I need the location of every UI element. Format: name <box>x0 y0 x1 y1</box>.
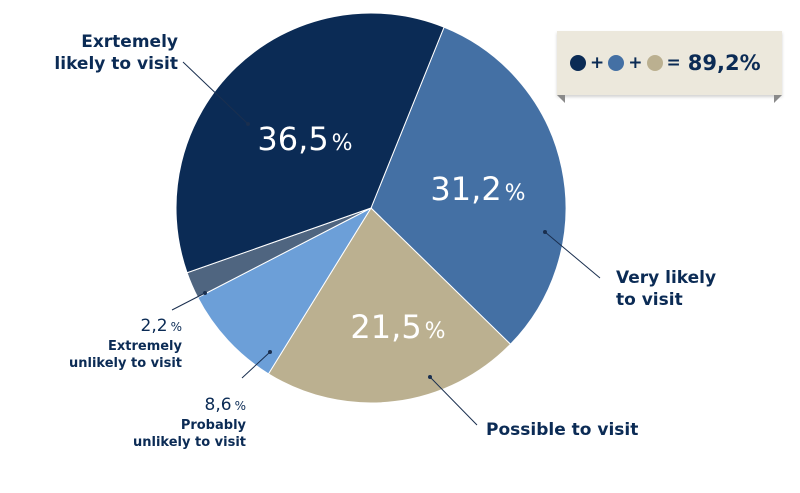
legend-plus-2: + <box>628 53 643 73</box>
leader-possible <box>429 376 478 426</box>
label-extremely-likely: Exrtemely likely to visit <box>54 32 178 74</box>
leader-probably-unlikely <box>241 351 271 379</box>
leader-probably-unlikely-dot <box>268 350 272 354</box>
leader-very-likely-dot <box>543 230 547 234</box>
leader-extremely-unlikely <box>171 292 206 311</box>
slice-extremely-likely <box>175 12 445 274</box>
legend-equals: = <box>666 53 681 73</box>
label-possible-value: 21,5% <box>350 308 445 346</box>
leader-extremely-likely <box>182 61 249 125</box>
slice-possible <box>267 207 512 404</box>
legend-plus-1: + <box>590 53 605 73</box>
legend-total: 89,2% <box>687 51 761 75</box>
label-extremely-unlikely: Extremely unlikely to visit <box>69 339 183 371</box>
label-probably-unlikely-value: 8,6% <box>205 395 246 415</box>
label-probably-unlikely: Probably unlikely to visit <box>133 418 247 450</box>
legend-dot-extremely-likely <box>570 55 586 71</box>
slice-probably-unlikely <box>197 206 373 375</box>
slice-very-likely <box>370 26 567 345</box>
summary-legend: + + = 89,2% <box>570 48 761 78</box>
label-extremely-unlikely-value: 2,2% <box>141 316 182 336</box>
label-very-likely: Very likely to visit <box>616 268 716 310</box>
leader-very-likely <box>544 231 601 279</box>
legend-dot-possible <box>646 55 663 71</box>
summary-legend-box <box>557 31 782 95</box>
leader-extremely-unlikely-dot <box>203 291 207 295</box>
ribbon-fold-left <box>557 95 565 103</box>
leader-possible-dot <box>428 375 432 379</box>
legend-dot-very-likely <box>608 55 625 71</box>
ribbon-fold-right <box>774 95 782 103</box>
label-extremely-likely-value: 36,5% <box>257 120 352 158</box>
label-possible: Possible to visit <box>486 420 638 440</box>
label-very-likely-value: 31,2% <box>430 170 525 208</box>
leader-extremely-likely-dot <box>246 122 250 126</box>
